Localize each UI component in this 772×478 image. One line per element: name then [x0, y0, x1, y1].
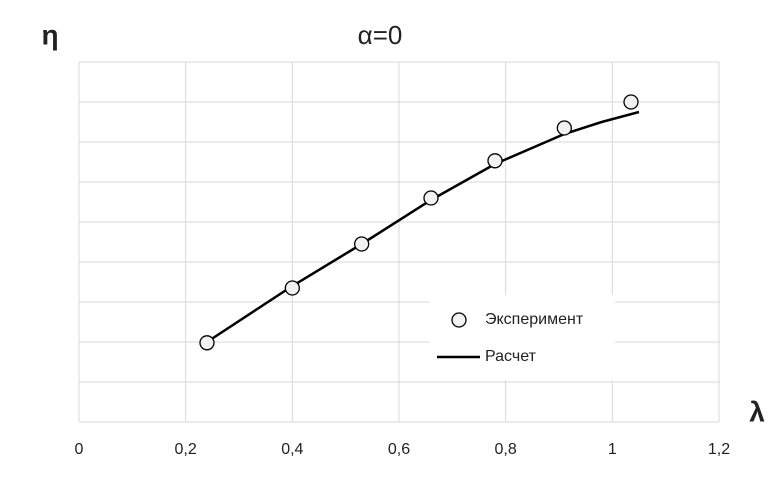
- x-tick-label: 0,2: [175, 441, 197, 458]
- legend-label: Расчет: [485, 348, 537, 365]
- x-tick-label: 1,2: [708, 441, 730, 458]
- data-point: [623, 94, 639, 110]
- data-point: [284, 280, 300, 296]
- chart-title: α=0: [358, 20, 403, 50]
- legend-label: Эксперимент: [485, 311, 584, 328]
- x-tick-label: 0,4: [281, 441, 303, 458]
- x-tick-label: 0,6: [388, 441, 410, 458]
- data-point: [556, 120, 572, 136]
- data-point: [199, 335, 215, 351]
- x-tick-label: 0,8: [495, 441, 517, 458]
- x-axis-label: λ: [749, 396, 765, 427]
- data-point: [423, 190, 439, 206]
- data-point: [487, 153, 503, 169]
- x-tick-label: 1: [608, 441, 617, 458]
- legend-box: [430, 295, 615, 380]
- legend-marker: [451, 312, 467, 328]
- y-axis-label: η: [41, 19, 58, 50]
- data-point: [354, 236, 370, 252]
- data-line: [206, 110, 640, 344]
- x-tick-label: 0: [75, 441, 84, 458]
